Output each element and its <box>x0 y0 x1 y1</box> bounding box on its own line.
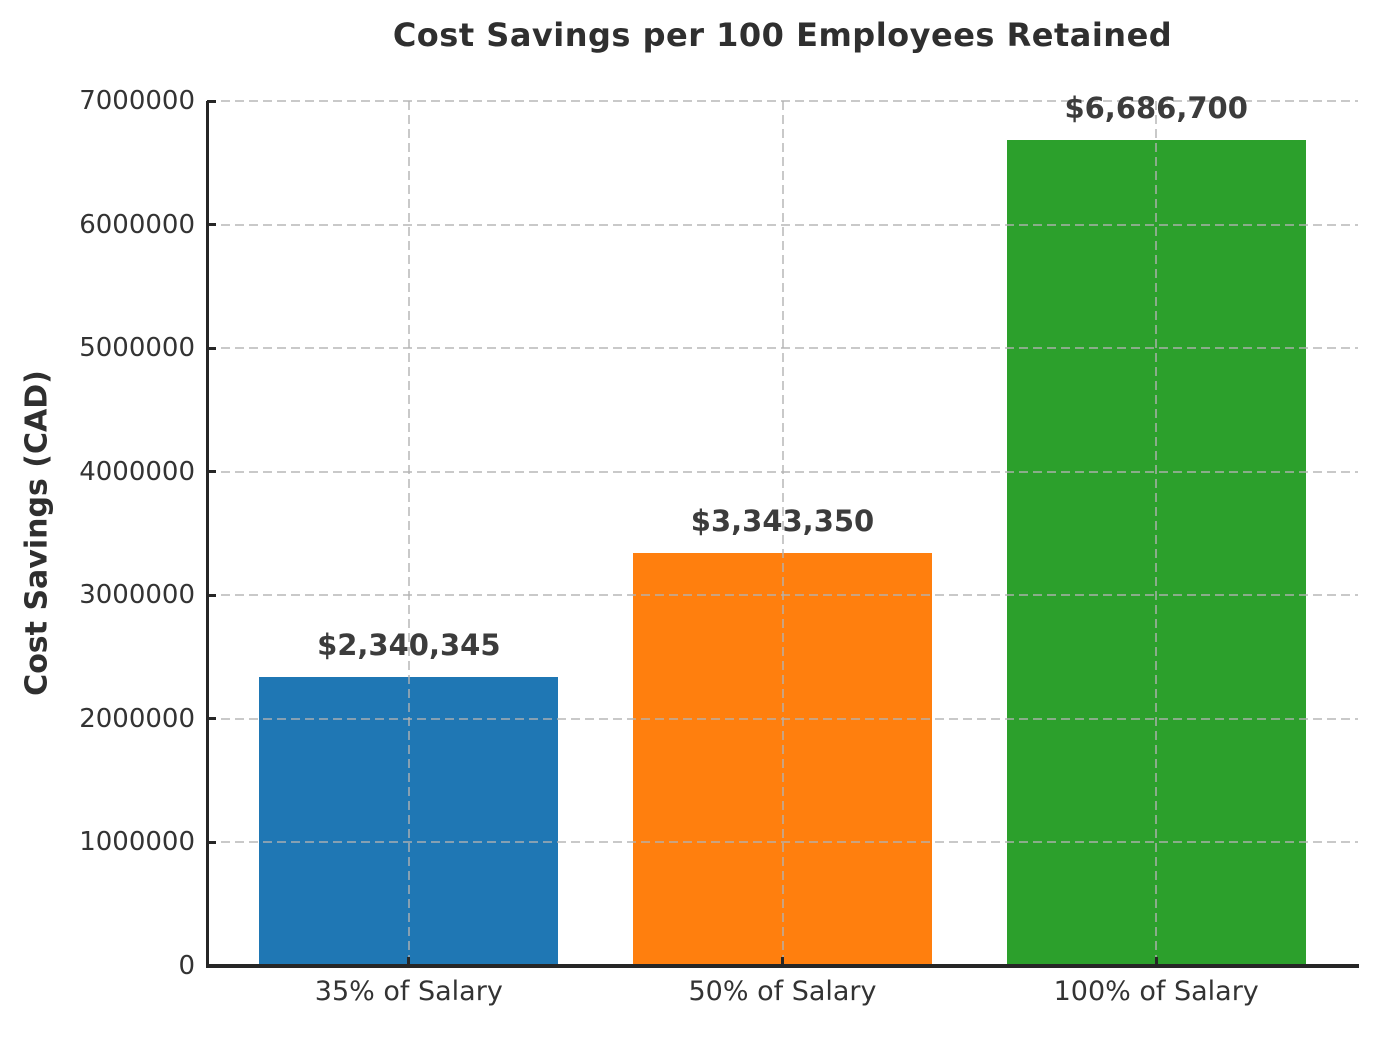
y-axis-tick <box>207 717 216 721</box>
y-axis-tick <box>207 593 216 597</box>
plot-area: $2,340,345 $3,343,350 $6,686,700 0 1000000 20… <box>79 88 1359 1005</box>
bar-value-label: $2,340,345 <box>317 627 501 662</box>
x-axis-tick <box>781 957 784 966</box>
horizontal-gridline <box>207 594 1358 597</box>
y-axis-tick <box>207 223 216 227</box>
horizontal-gridline <box>207 470 1358 473</box>
y-axis-tick <box>207 346 216 350</box>
y-axis-tick <box>207 964 216 968</box>
horizontal-gridline <box>207 100 1358 102</box>
y-axis-tick <box>207 840 216 844</box>
x-axis-spine <box>206 964 1359 968</box>
y-tick-label: 5000000 <box>79 333 195 364</box>
vertical-gridline <box>407 101 410 966</box>
vertical-gridline <box>781 101 784 966</box>
x-tick-label: 100% of Salary <box>1053 976 1259 1007</box>
y-tick-label: 0 <box>178 951 195 981</box>
y-tick-label: 3000000 <box>79 580 195 611</box>
bar-value-label: $6,686,700 <box>1064 90 1248 125</box>
y-axis-spine <box>206 101 209 966</box>
x-tick-label: 35% of Salary <box>314 976 503 1007</box>
bar-value-label: $3,343,350 <box>690 503 875 538</box>
horizontal-gridline <box>207 223 1358 226</box>
y-axis-label: Cost Savings (CAD) <box>19 370 55 696</box>
x-axis-tick <box>1154 957 1158 966</box>
chart-title: Cost Savings per 100 Employees Retained <box>392 16 1173 54</box>
horizontal-gridline <box>207 347 1358 350</box>
x-axis-tick <box>407 957 411 966</box>
y-axis-tick <box>207 470 216 474</box>
y-tick-label: 6000000 <box>79 209 195 240</box>
y-tick-label: 7000000 <box>79 86 195 116</box>
y-tick-label: 4000000 <box>79 456 195 487</box>
y-axis-tick <box>207 99 216 103</box>
horizontal-gridline <box>207 717 1358 720</box>
vertical-gridline <box>1155 101 1158 966</box>
y-tick-label: 2000000 <box>79 703 195 734</box>
horizontal-gridline <box>207 841 1358 844</box>
y-tick-label: 1000000 <box>79 827 195 858</box>
x-tick-label: 50% of Salary <box>688 976 877 1007</box>
